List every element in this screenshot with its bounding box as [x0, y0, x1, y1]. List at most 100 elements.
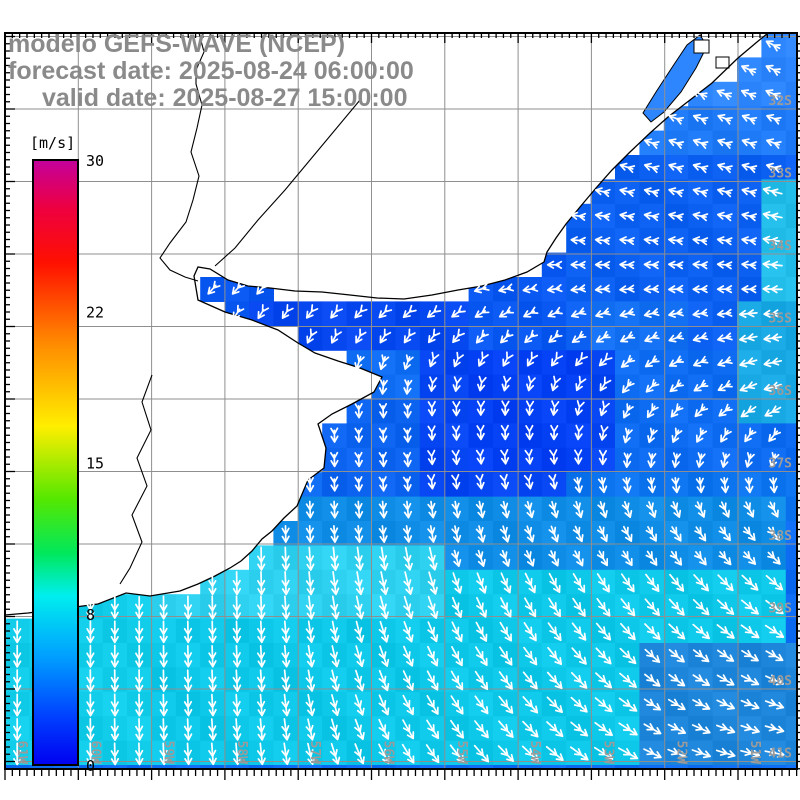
wind-arrow — [476, 424, 485, 441]
wind-speed-cell — [224, 765, 250, 769]
lon-label: 56W — [381, 741, 396, 765]
wind-arrow — [621, 501, 633, 519]
wind-arrow — [475, 449, 485, 465]
wind-arrow — [403, 328, 416, 344]
wind-arrow — [768, 427, 782, 442]
wind-arrow — [453, 351, 464, 368]
wind-arrow — [256, 669, 266, 692]
wind-arrow — [763, 381, 782, 392]
wind-speed-cell — [249, 765, 274, 769]
wind-arrow — [232, 693, 242, 717]
wind-arrow — [159, 595, 168, 620]
wind-arrow — [571, 622, 587, 641]
wind-arrow — [718, 526, 731, 542]
wind-arrow — [256, 718, 266, 741]
wind-arrow — [500, 597, 512, 618]
wind-speed-cell — [785, 667, 797, 693]
wind-arrow — [475, 329, 489, 344]
wind-arrow — [597, 501, 608, 519]
wind-arrow — [598, 449, 608, 466]
wind-arrow — [595, 647, 612, 665]
wind-arrow — [306, 328, 318, 344]
wind-arrow — [354, 571, 364, 596]
wind-arrow — [548, 500, 559, 519]
wind-speed-cell — [785, 496, 797, 522]
wind-arrow — [716, 723, 736, 734]
wind-arrow — [281, 525, 290, 543]
wind-speed-cell — [590, 765, 616, 769]
wind-arrow — [717, 574, 734, 592]
wind-arrow — [183, 693, 193, 717]
wind-speed-cell — [737, 765, 762, 769]
wind-arrow — [401, 743, 415, 764]
wind-arrow — [549, 449, 558, 465]
wind-arrow — [183, 595, 193, 620]
wind-arrow — [618, 747, 639, 760]
wind-arrow — [208, 693, 217, 717]
wind-arrow — [476, 596, 488, 618]
wind-arrow — [476, 572, 487, 594]
wind-arrow — [403, 595, 414, 620]
wind-arrow — [597, 477, 608, 494]
wind-arrow — [329, 620, 340, 643]
wind-arrow — [449, 744, 465, 763]
wind-arrow — [741, 113, 758, 125]
wind-arrow — [574, 400, 585, 416]
wind-arrow — [354, 500, 364, 519]
wind-arrow — [740, 723, 760, 734]
wind-arrow — [522, 696, 539, 714]
wind-arrow — [668, 236, 684, 246]
wind-arrow — [668, 162, 685, 174]
wind-arrow — [208, 669, 217, 692]
wind-arrow — [183, 669, 193, 692]
wind-arrow — [330, 500, 339, 519]
wind-arrow — [694, 403, 709, 418]
wind-arrow — [620, 573, 635, 593]
wind-arrow — [86, 620, 95, 644]
wind-arrow — [716, 599, 735, 615]
wind-arrow — [524, 572, 536, 594]
lat-label: 38S — [769, 529, 793, 544]
wind-speed-cell — [517, 765, 543, 769]
wind-arrow — [599, 400, 610, 417]
wind-arrow — [717, 113, 733, 125]
wind-arrow — [549, 424, 559, 441]
wind-arrow — [548, 525, 560, 543]
wind-arrow — [668, 648, 685, 663]
wind-arrow — [595, 330, 611, 343]
wind-arrow — [693, 379, 709, 392]
wind-arrow — [232, 742, 242, 766]
wind-arrow — [232, 620, 242, 644]
wind-arrow — [762, 211, 783, 221]
wind-arrow — [643, 284, 660, 294]
wind-arrow — [571, 330, 587, 344]
wind-arrow — [403, 546, 413, 571]
wind-arrow — [378, 476, 388, 492]
wind-speed-cell — [785, 57, 797, 83]
wind-arrow — [692, 162, 709, 174]
wind-arrow — [354, 354, 365, 371]
wind-arrow — [86, 742, 95, 766]
lon-label: 53W — [600, 741, 615, 765]
wind-arrow — [330, 546, 340, 571]
wind-arrow — [643, 187, 660, 198]
wind-arrow — [599, 376, 612, 392]
wind-arrow — [716, 649, 735, 662]
wind-arrow — [769, 451, 780, 468]
wind-arrow — [619, 162, 636, 174]
wind-arrow — [594, 697, 613, 713]
wind-arrow — [716, 89, 733, 101]
wind-arrow — [500, 424, 510, 441]
lon-label: 61W — [14, 741, 29, 765]
wind-arrow — [667, 723, 687, 735]
wind-arrow — [13, 669, 22, 693]
wind-arrow — [741, 211, 758, 222]
wind-arrow — [183, 644, 193, 668]
wind-arrow — [692, 211, 709, 222]
wind-arrow — [717, 162, 733, 174]
wind-speed-cell — [785, 399, 797, 424]
wind-arrow — [427, 525, 437, 543]
wind-arrow — [694, 501, 706, 518]
wind-arrow — [305, 718, 316, 741]
wind-arrow — [378, 620, 389, 643]
